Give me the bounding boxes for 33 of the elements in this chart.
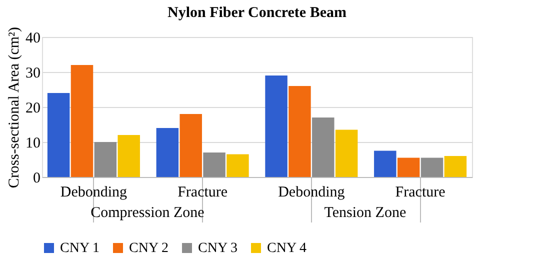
x-tick-label: Debonding [278, 184, 346, 200]
bar [118, 135, 140, 177]
y-tick-label: 10 [26, 136, 40, 152]
y-tick-label: 40 [26, 30, 40, 46]
bar [397, 158, 420, 177]
x-tick-label: Fracture [178, 184, 228, 200]
bar [444, 156, 467, 177]
y-tick-label: 0 [33, 170, 40, 186]
y-axis-title: Cross-sectional Area (cm²) [6, 26, 22, 188]
bar [47, 93, 70, 177]
legend-label: CNY 4 [267, 241, 307, 256]
bar [203, 152, 226, 177]
legend-label: CNY 1 [60, 241, 100, 256]
text: Tension Zone [324, 205, 406, 221]
text: Compression Zone [90, 205, 205, 221]
bar [420, 158, 444, 177]
x-tick-label: Debonding [60, 184, 128, 200]
y-tick-label: 20 [26, 100, 40, 116]
legend-label: CNY 2 [129, 241, 169, 256]
bar [288, 86, 311, 177]
y-tick-label: 30 [26, 66, 40, 82]
bar [180, 114, 202, 177]
bar [70, 65, 94, 177]
bar [94, 142, 117, 177]
bar [156, 128, 179, 177]
bar [265, 76, 288, 177]
bar [226, 154, 249, 177]
legend-label: CNY 3 [198, 241, 238, 256]
bar [312, 118, 334, 177]
x-tick-label: Fracture [395, 184, 446, 200]
bar [335, 130, 358, 177]
bar [374, 150, 396, 177]
chart-title: Nylon Fiber Concrete Beam [168, 5, 347, 22]
